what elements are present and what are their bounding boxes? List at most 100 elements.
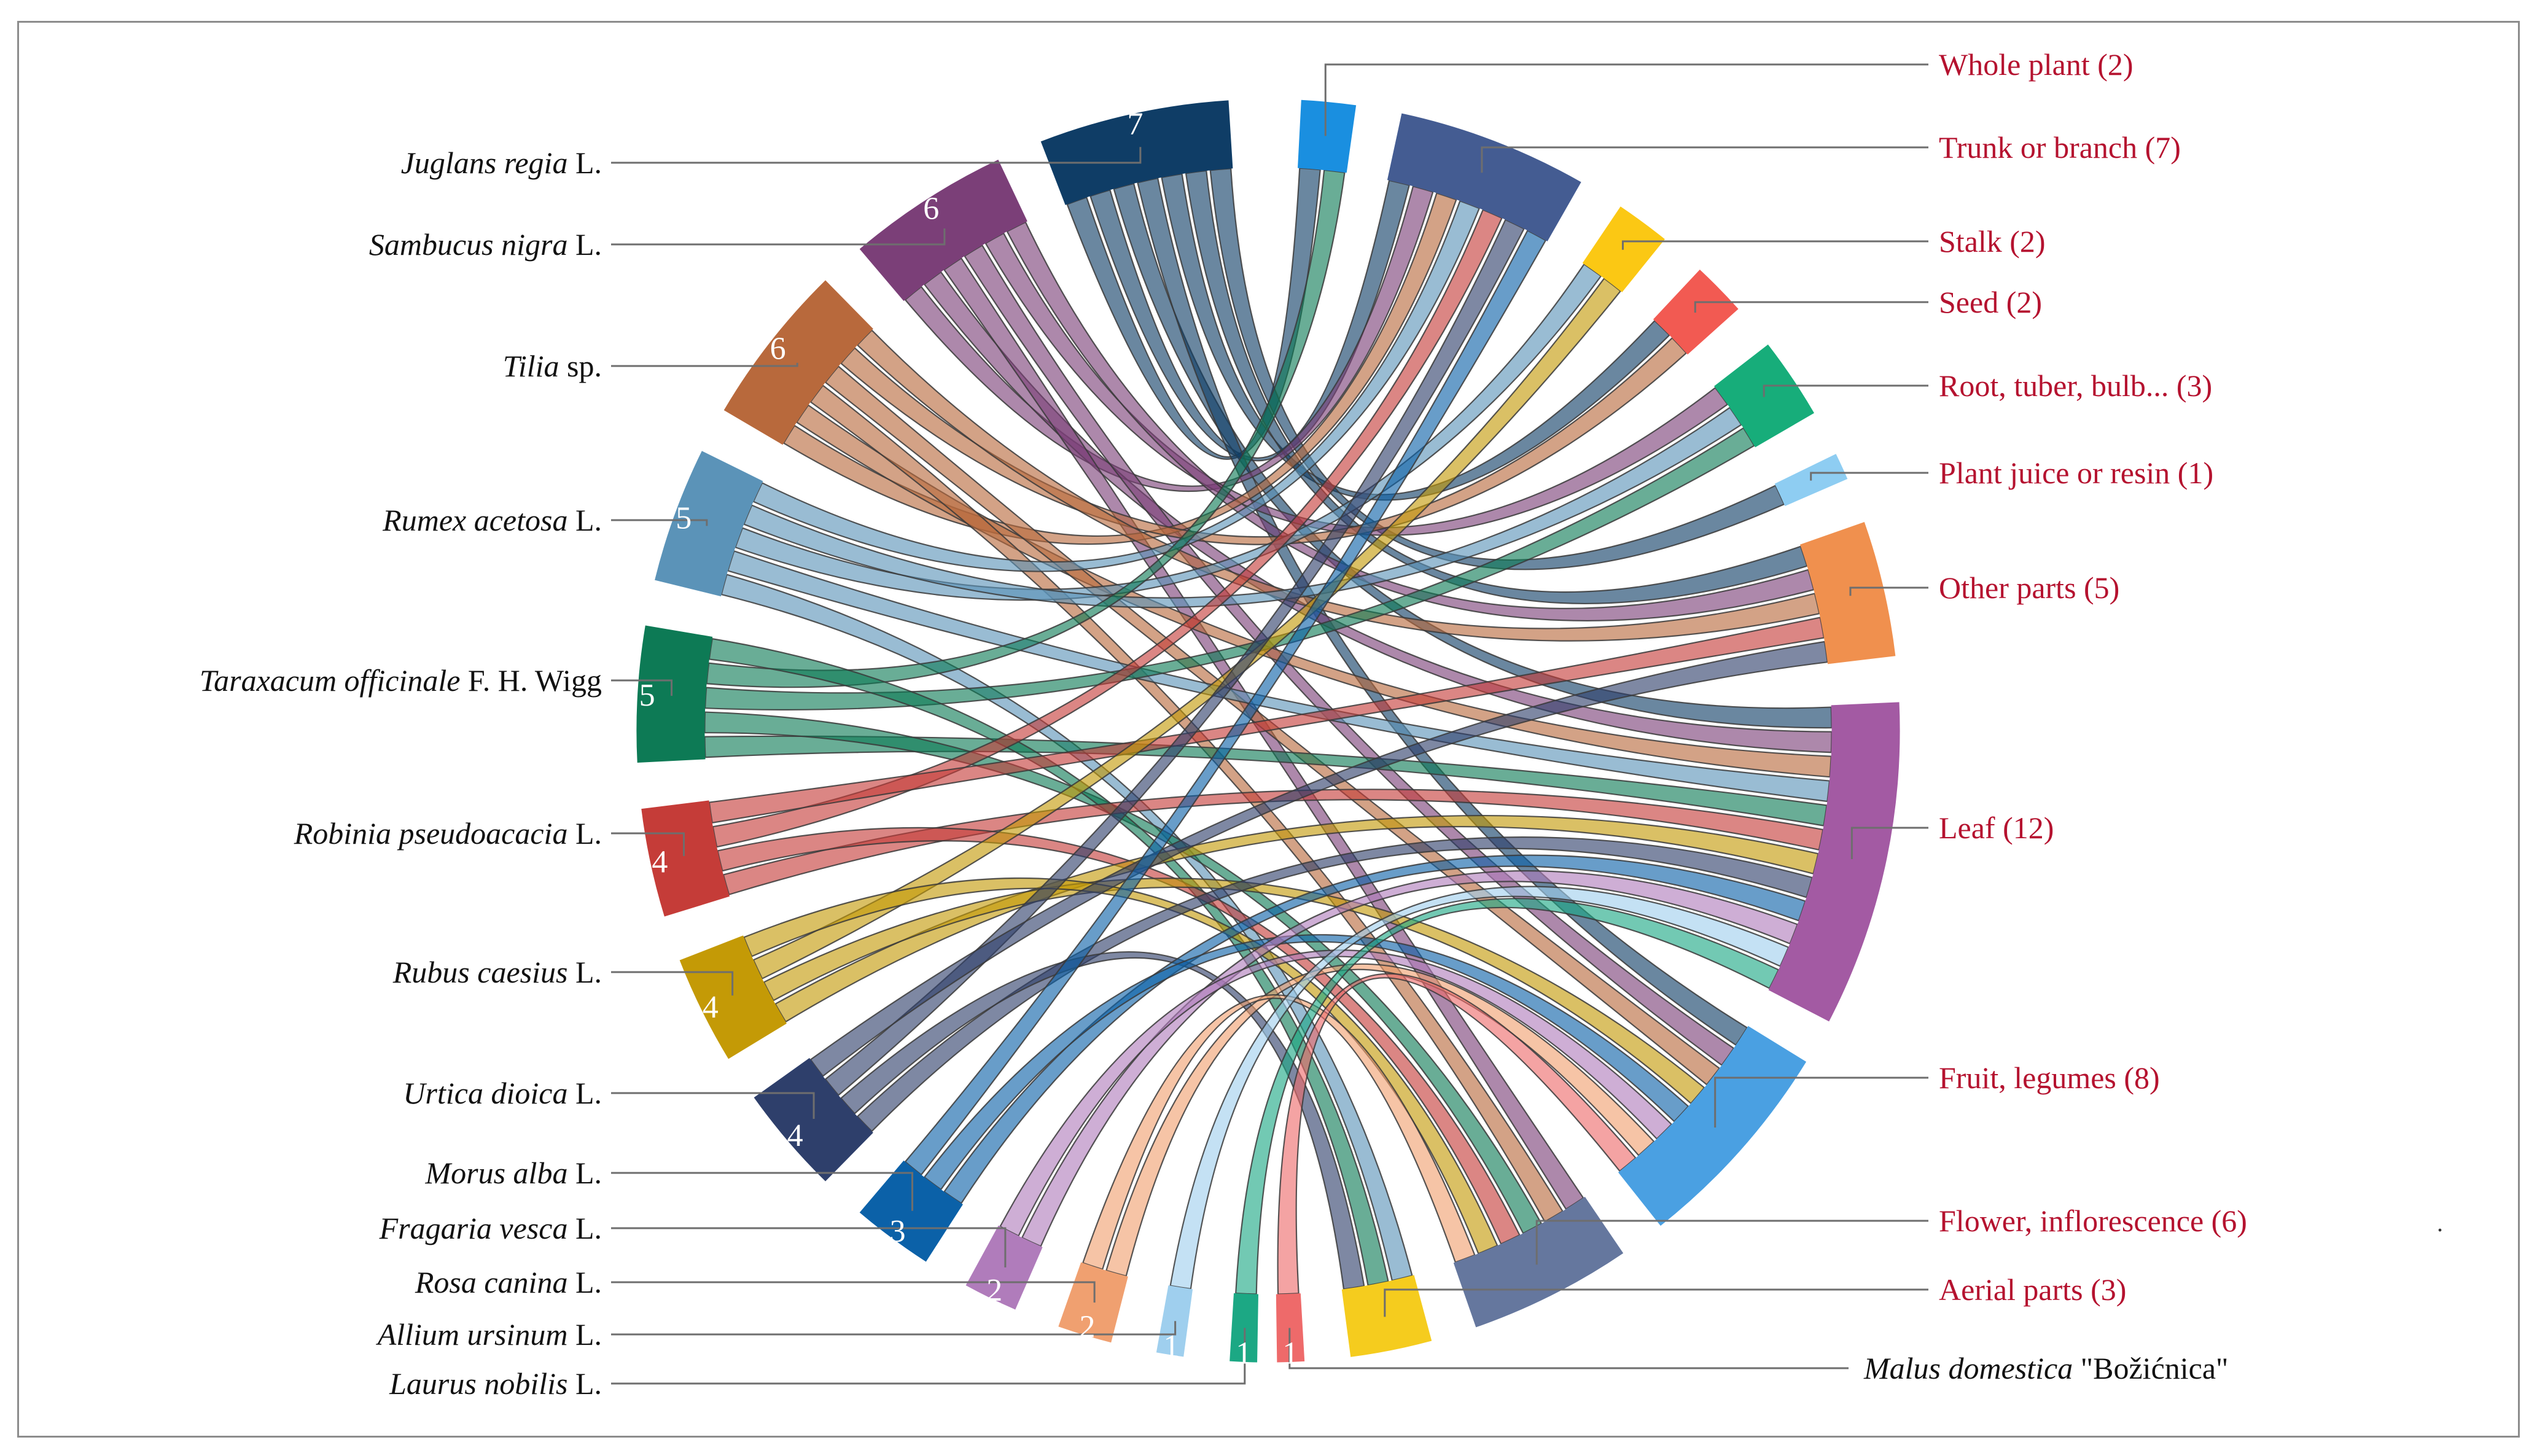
arc-leaf bbox=[1768, 702, 1900, 1022]
count-juglans-regia: 7 bbox=[1127, 106, 1143, 141]
leader-malus-domestica bbox=[1288, 1328, 1849, 1369]
count-tilia: 6 bbox=[770, 331, 786, 366]
label-laurus-nobilis: Laurus nobilis L. bbox=[389, 1366, 602, 1401]
label-juglans-regia: Juglans regia L. bbox=[401, 146, 602, 180]
ribbon-juglans-regia-to-plant-juice-or-resin bbox=[1209, 168, 1785, 570]
arc-aerial-parts bbox=[1341, 1275, 1432, 1357]
count-fragaria-vesca: 2 bbox=[986, 1273, 1002, 1308]
arc-fragaria-vesca bbox=[965, 1225, 1043, 1310]
leader-allium-ursinum bbox=[611, 1321, 1177, 1336]
label-fragaria-vesca: Fragaria vesca L. bbox=[379, 1211, 602, 1245]
leader-rubus-caesius bbox=[611, 971, 734, 996]
leader-taraxacum-officinale bbox=[611, 679, 673, 696]
label-sambucus-nigra: Sambucus nigra L. bbox=[369, 227, 602, 262]
leader-leaf bbox=[1850, 827, 1928, 859]
leader-rumex-acetosa bbox=[611, 519, 708, 526]
label-other-parts: Other parts (5) bbox=[1939, 570, 2119, 605]
arc-juglans-regia bbox=[1040, 100, 1233, 205]
label-whole-plant: Whole plant (2) bbox=[1939, 47, 2134, 82]
leader-aerial-parts bbox=[1384, 1288, 1928, 1317]
figure-frame bbox=[17, 21, 2520, 1438]
arc-whole-plant bbox=[1298, 99, 1357, 173]
ribbon-rosa-canina-to-flower-inflorescence bbox=[1081, 994, 1476, 1271]
arc-sambucus-nigra bbox=[859, 160, 1027, 302]
arc-taraxacum-officinale bbox=[636, 625, 713, 763]
count-laurus-nobilis: 1 bbox=[1236, 1336, 1252, 1371]
arc-tilia bbox=[723, 280, 873, 445]
ribbon-rosa-canina-to-fruit-legumes bbox=[1105, 963, 1655, 1277]
ribbon-layer bbox=[704, 167, 1833, 1295]
leader-juglans-regia bbox=[611, 147, 1142, 164]
label-morus-alba: Morus alba L. bbox=[424, 1156, 602, 1190]
arc-other-parts bbox=[1800, 522, 1896, 664]
leader-urtica-dioica bbox=[611, 1092, 815, 1119]
arc-malus-domestica bbox=[1276, 1293, 1305, 1363]
count-allium-ursinum: 1 bbox=[1163, 1329, 1179, 1364]
count-malus-domestica: 1 bbox=[1282, 1336, 1298, 1371]
label-taraxacum-officinale: Taraxacum officinale F. H. Wigg bbox=[200, 663, 602, 698]
label-root-tuber-bulb: Root, tuber, bulb... (3) bbox=[1939, 368, 2212, 403]
leader-sambucus-nigra bbox=[611, 228, 946, 246]
count-sambucus-nigra: 6 bbox=[923, 191, 939, 226]
leader-whole-plant bbox=[1324, 63, 1928, 136]
leader-robinia-pseudoacacia bbox=[611, 832, 685, 856]
count-morus-alba: 3 bbox=[890, 1214, 906, 1249]
arc-allium-ursinum bbox=[1156, 1285, 1193, 1357]
leader-layer bbox=[611, 63, 1928, 1385]
leader-root-tuber-bulb bbox=[1763, 384, 1928, 397]
ribbon-tilia-to-other-parts bbox=[856, 329, 1820, 642]
label-leaf: Leaf (12) bbox=[1939, 811, 2054, 845]
leader-laurus-nobilis bbox=[611, 1328, 1246, 1385]
arc-laurus-nobilis bbox=[1230, 1293, 1258, 1363]
leader-fragaria-vesca bbox=[611, 1227, 1007, 1267]
count-rumex-acetosa: 5 bbox=[676, 501, 692, 536]
arc-rumex-acetosa bbox=[655, 451, 763, 597]
arc-urtica-dioica bbox=[754, 1057, 873, 1182]
arc-fruit-legumes bbox=[1618, 1026, 1807, 1226]
label-allium-ursinum: Allium ursinum L. bbox=[376, 1317, 602, 1352]
stray-mark: . bbox=[2437, 1209, 2443, 1237]
ribbon-urtica-dioica-to-trunk-or-branch bbox=[824, 219, 1526, 1097]
ribbon-rumex-acetosa-to-trunk-or-branch bbox=[752, 200, 1481, 572]
leader-tilia bbox=[611, 362, 798, 367]
label-tilia: Tilia sp. bbox=[503, 349, 602, 383]
leader-other-parts bbox=[1849, 586, 1928, 596]
count-rosa-canina: 2 bbox=[1079, 1309, 1095, 1344]
ribbon-juglans-regia-to-whole-plant bbox=[1066, 167, 1321, 460]
label-seed: Seed (2) bbox=[1939, 285, 2042, 319]
label-stalk: Stalk (2) bbox=[1939, 224, 2046, 259]
label-rosa-canina: Rosa canina L. bbox=[415, 1265, 602, 1299]
label-rumex-acetosa: Rumex acetosa L. bbox=[382, 503, 602, 537]
ribbon-allium-ursinum-to-leaf bbox=[1169, 886, 1790, 1290]
label-malus-domestica: Malus domestica "Božićnica" bbox=[1863, 1351, 2228, 1385]
leader-flower-inflorescence bbox=[1535, 1220, 1928, 1265]
ribbon-urtica-dioica-to-aerial-parts bbox=[840, 951, 1365, 1290]
ribbon-robinia-pseudoacacia-to-trunk-or-branch bbox=[712, 209, 1503, 848]
leader-morus-alba bbox=[611, 1172, 913, 1211]
ribbon-juglans-regia-to-fruit-legumes bbox=[1137, 177, 1748, 1046]
ribbon-rumex-acetosa-to-root-tuber-bulb bbox=[742, 407, 1742, 609]
label-robinia-pseudoacacia: Robinia pseudoacacia L. bbox=[294, 816, 602, 851]
leader-fruit-legumes bbox=[1714, 1076, 1928, 1128]
label-rubus-caesius: Rubus caesius L. bbox=[392, 955, 602, 989]
leader-plant-juice-or-resin bbox=[1810, 472, 1928, 481]
count-rubus-caesius: 4 bbox=[703, 990, 719, 1025]
arc-robinia-pseudoacacia bbox=[641, 800, 730, 917]
count-taraxacum-officinale: 5 bbox=[639, 678, 655, 713]
count-urtica-dioica: 4 bbox=[787, 1118, 803, 1153]
arc-trunk-or-branch bbox=[1387, 113, 1581, 241]
label-plant-juice-or-resin: Plant juice or resin (1) bbox=[1939, 456, 2213, 490]
arc-flower-inflorescence bbox=[1453, 1196, 1624, 1328]
leader-rosa-canina bbox=[611, 1281, 1096, 1303]
label-trunk-or-branch: Trunk or branch (7) bbox=[1939, 130, 2181, 165]
label-flower-inflorescence: Flower, inflorescence (6) bbox=[1939, 1204, 2247, 1238]
leader-stalk bbox=[1621, 240, 1928, 250]
label-aerial-parts: Aerial parts (3) bbox=[1939, 1272, 2126, 1307]
arc-rubus-caesius bbox=[679, 935, 787, 1059]
leader-trunk-or-branch bbox=[1481, 146, 1928, 173]
label-urtica-dioica: Urtica dioica L. bbox=[403, 1076, 602, 1110]
count-robinia-pseudoacacia: 4 bbox=[652, 844, 668, 879]
label-fruit-legumes: Fruit, legumes (8) bbox=[1939, 1061, 2160, 1095]
